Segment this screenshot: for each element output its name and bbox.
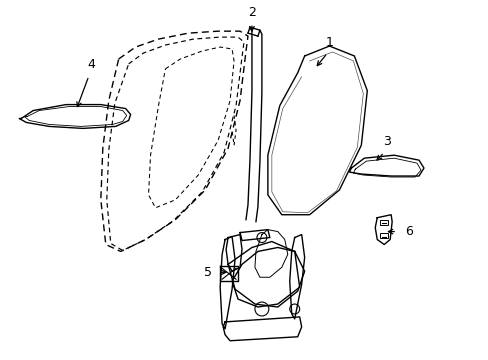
Text: 3: 3 xyxy=(383,135,390,148)
Bar xyxy=(380,233,387,238)
Text: 2: 2 xyxy=(247,6,255,19)
Text: 6: 6 xyxy=(404,225,412,238)
Bar xyxy=(380,220,387,225)
Text: 4: 4 xyxy=(87,58,95,71)
Text: 1: 1 xyxy=(325,36,333,49)
Text: 5: 5 xyxy=(204,266,212,279)
